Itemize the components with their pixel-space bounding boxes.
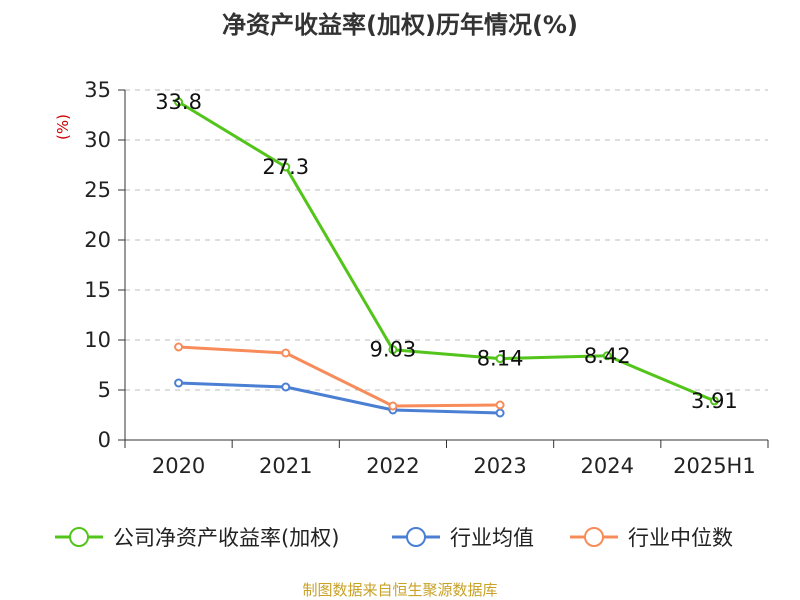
- y-tick-label: 10: [84, 328, 111, 352]
- legend-label: 行业中位数: [628, 526, 733, 550]
- y-tick-label: 35: [84, 78, 111, 102]
- legend-swatch-marker: [406, 527, 426, 547]
- legend-label: 行业均值: [450, 526, 534, 550]
- series-line-1: [177, 100, 715, 403]
- legend-swatch-marker: [69, 527, 89, 547]
- series-line-3: [178, 345, 501, 408]
- data-label: 8.42: [584, 344, 631, 368]
- y-tick-label: 15: [84, 278, 111, 302]
- y-axis-unit-label: (%): [54, 114, 72, 140]
- data-label: 3.91: [691, 389, 738, 413]
- y-tick-label: 25: [84, 178, 111, 202]
- legend-swatch-marker: [584, 527, 604, 547]
- data-point: [388, 345, 398, 355]
- legend-label: 公司净资产收益率(加权): [113, 526, 339, 550]
- data-point: [495, 408, 505, 418]
- x-tick-label: 2020: [152, 454, 205, 478]
- x-tick-label: 2023: [473, 454, 526, 478]
- data-point: [174, 342, 184, 352]
- x-tick-label: 2025H1: [673, 454, 756, 478]
- data-source-note: 制图数据来自恒生聚源数据库: [302, 581, 497, 599]
- data-point: [281, 382, 291, 392]
- data-point: [281, 162, 291, 172]
- data-label: 33.8: [155, 90, 202, 114]
- data-point: [495, 354, 505, 364]
- data-point: [174, 378, 184, 388]
- data-point: [388, 401, 398, 411]
- x-tick-label: 2022: [366, 454, 419, 478]
- chart-title: 净资产收益率(加权)历年情况(%): [222, 11, 578, 39]
- data-point: [281, 348, 291, 358]
- data-point: [709, 396, 719, 406]
- data-label: 8.14: [477, 347, 524, 371]
- data-point: [174, 97, 184, 107]
- x-tick-label: 2024: [581, 454, 634, 478]
- data-label: 9.03: [370, 338, 417, 362]
- data-label: 27.3: [262, 155, 309, 179]
- x-tick-label: 2021: [259, 454, 312, 478]
- data-point: [495, 400, 505, 410]
- y-tick-label: 20: [84, 228, 111, 252]
- y-tick-label: 30: [84, 128, 111, 152]
- y-tick-label: 5: [98, 378, 111, 402]
- data-point: [602, 351, 612, 361]
- series-line-2: [178, 381, 501, 415]
- y-tick-label: 0: [98, 428, 111, 452]
